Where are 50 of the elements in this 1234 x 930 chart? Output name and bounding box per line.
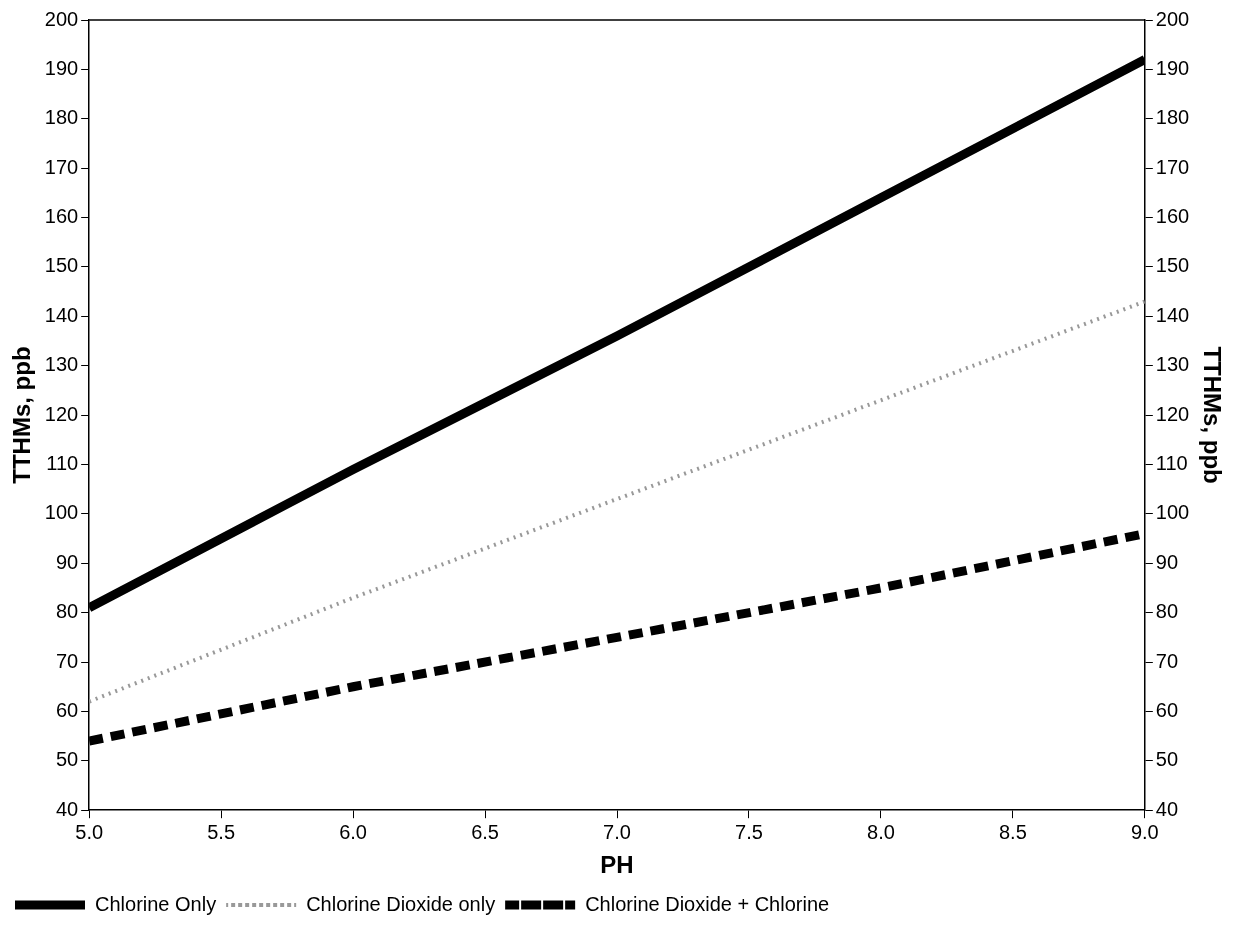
y-tick-label: 100 [44,501,79,524]
y-tick-label: 150 [44,254,79,277]
line-series [89,299,1145,704]
y2-tick-label: 70 [1155,649,1179,672]
y-tick-label: 130 [44,353,79,376]
x-tick-label: 5.0 [75,820,104,843]
legend-label: Chlorine Dioxide only [306,892,496,915]
y2-tick-label: 120 [1155,402,1190,425]
x-tick-label: 8.5 [998,820,1027,843]
x-tick-label: 5.5 [207,820,236,843]
y2-tick-label: 180 [1155,106,1190,129]
y2-tick-label: 170 [1155,155,1190,178]
y-tick-label: 40 [55,797,79,820]
y2-axis-title: TTHMs, ppb [1198,346,1226,484]
y2-tick-label: 60 [1155,698,1179,721]
x-tick-label: 7.0 [603,820,631,843]
y2-tick-label: 110 [1155,452,1188,474]
x-tick-label: 6.0 [339,820,367,843]
x-tick-label: 8.0 [867,820,895,843]
y-tick-label: 80 [55,600,79,623]
y-tick-label: 120 [44,402,79,425]
y-tick-label: 60 [55,698,79,721]
y-axis-title: TTHMs, ppb [8,346,36,484]
x-axis-title: PH [600,851,634,879]
y-tick-label: 90 [55,550,79,573]
y2-tick-label: 90 [1155,550,1179,573]
y-tick-label: 180 [44,106,79,129]
y2-tick-label: 100 [1155,501,1190,524]
legend-label: Chlorine Dioxide + Chlorine [585,892,830,915]
y2-tick-label: 190 [1155,56,1190,79]
y2-tick-label: 200 [1155,7,1190,30]
y2-tick-label: 130 [1155,353,1190,376]
x-tick-label: 9.0 [1130,820,1159,843]
y-tick-label: 140 [44,303,79,326]
y2-tick-label: 80 [1155,600,1179,623]
y2-tick-label: 40 [1155,797,1179,820]
y-tick-label: 70 [55,649,79,672]
y2-tick-label: 160 [1155,205,1190,228]
y2-tick-label: 50 [1155,748,1179,771]
y-tick-label: 110 [46,452,79,474]
legend-label: Chlorine Only [95,892,217,915]
y-tick-label: 190 [44,56,79,79]
y-tick-label: 170 [44,155,79,178]
y-tick-label: 200 [44,7,79,30]
x-tick-label: 6.5 [471,820,499,843]
x-tick-label: 7.5 [735,820,763,843]
y2-tick-label: 140 [1155,303,1190,326]
y-tick-label: 160 [44,205,79,228]
y2-tick-label: 150 [1155,254,1190,277]
y-tick-label: 50 [55,748,79,771]
